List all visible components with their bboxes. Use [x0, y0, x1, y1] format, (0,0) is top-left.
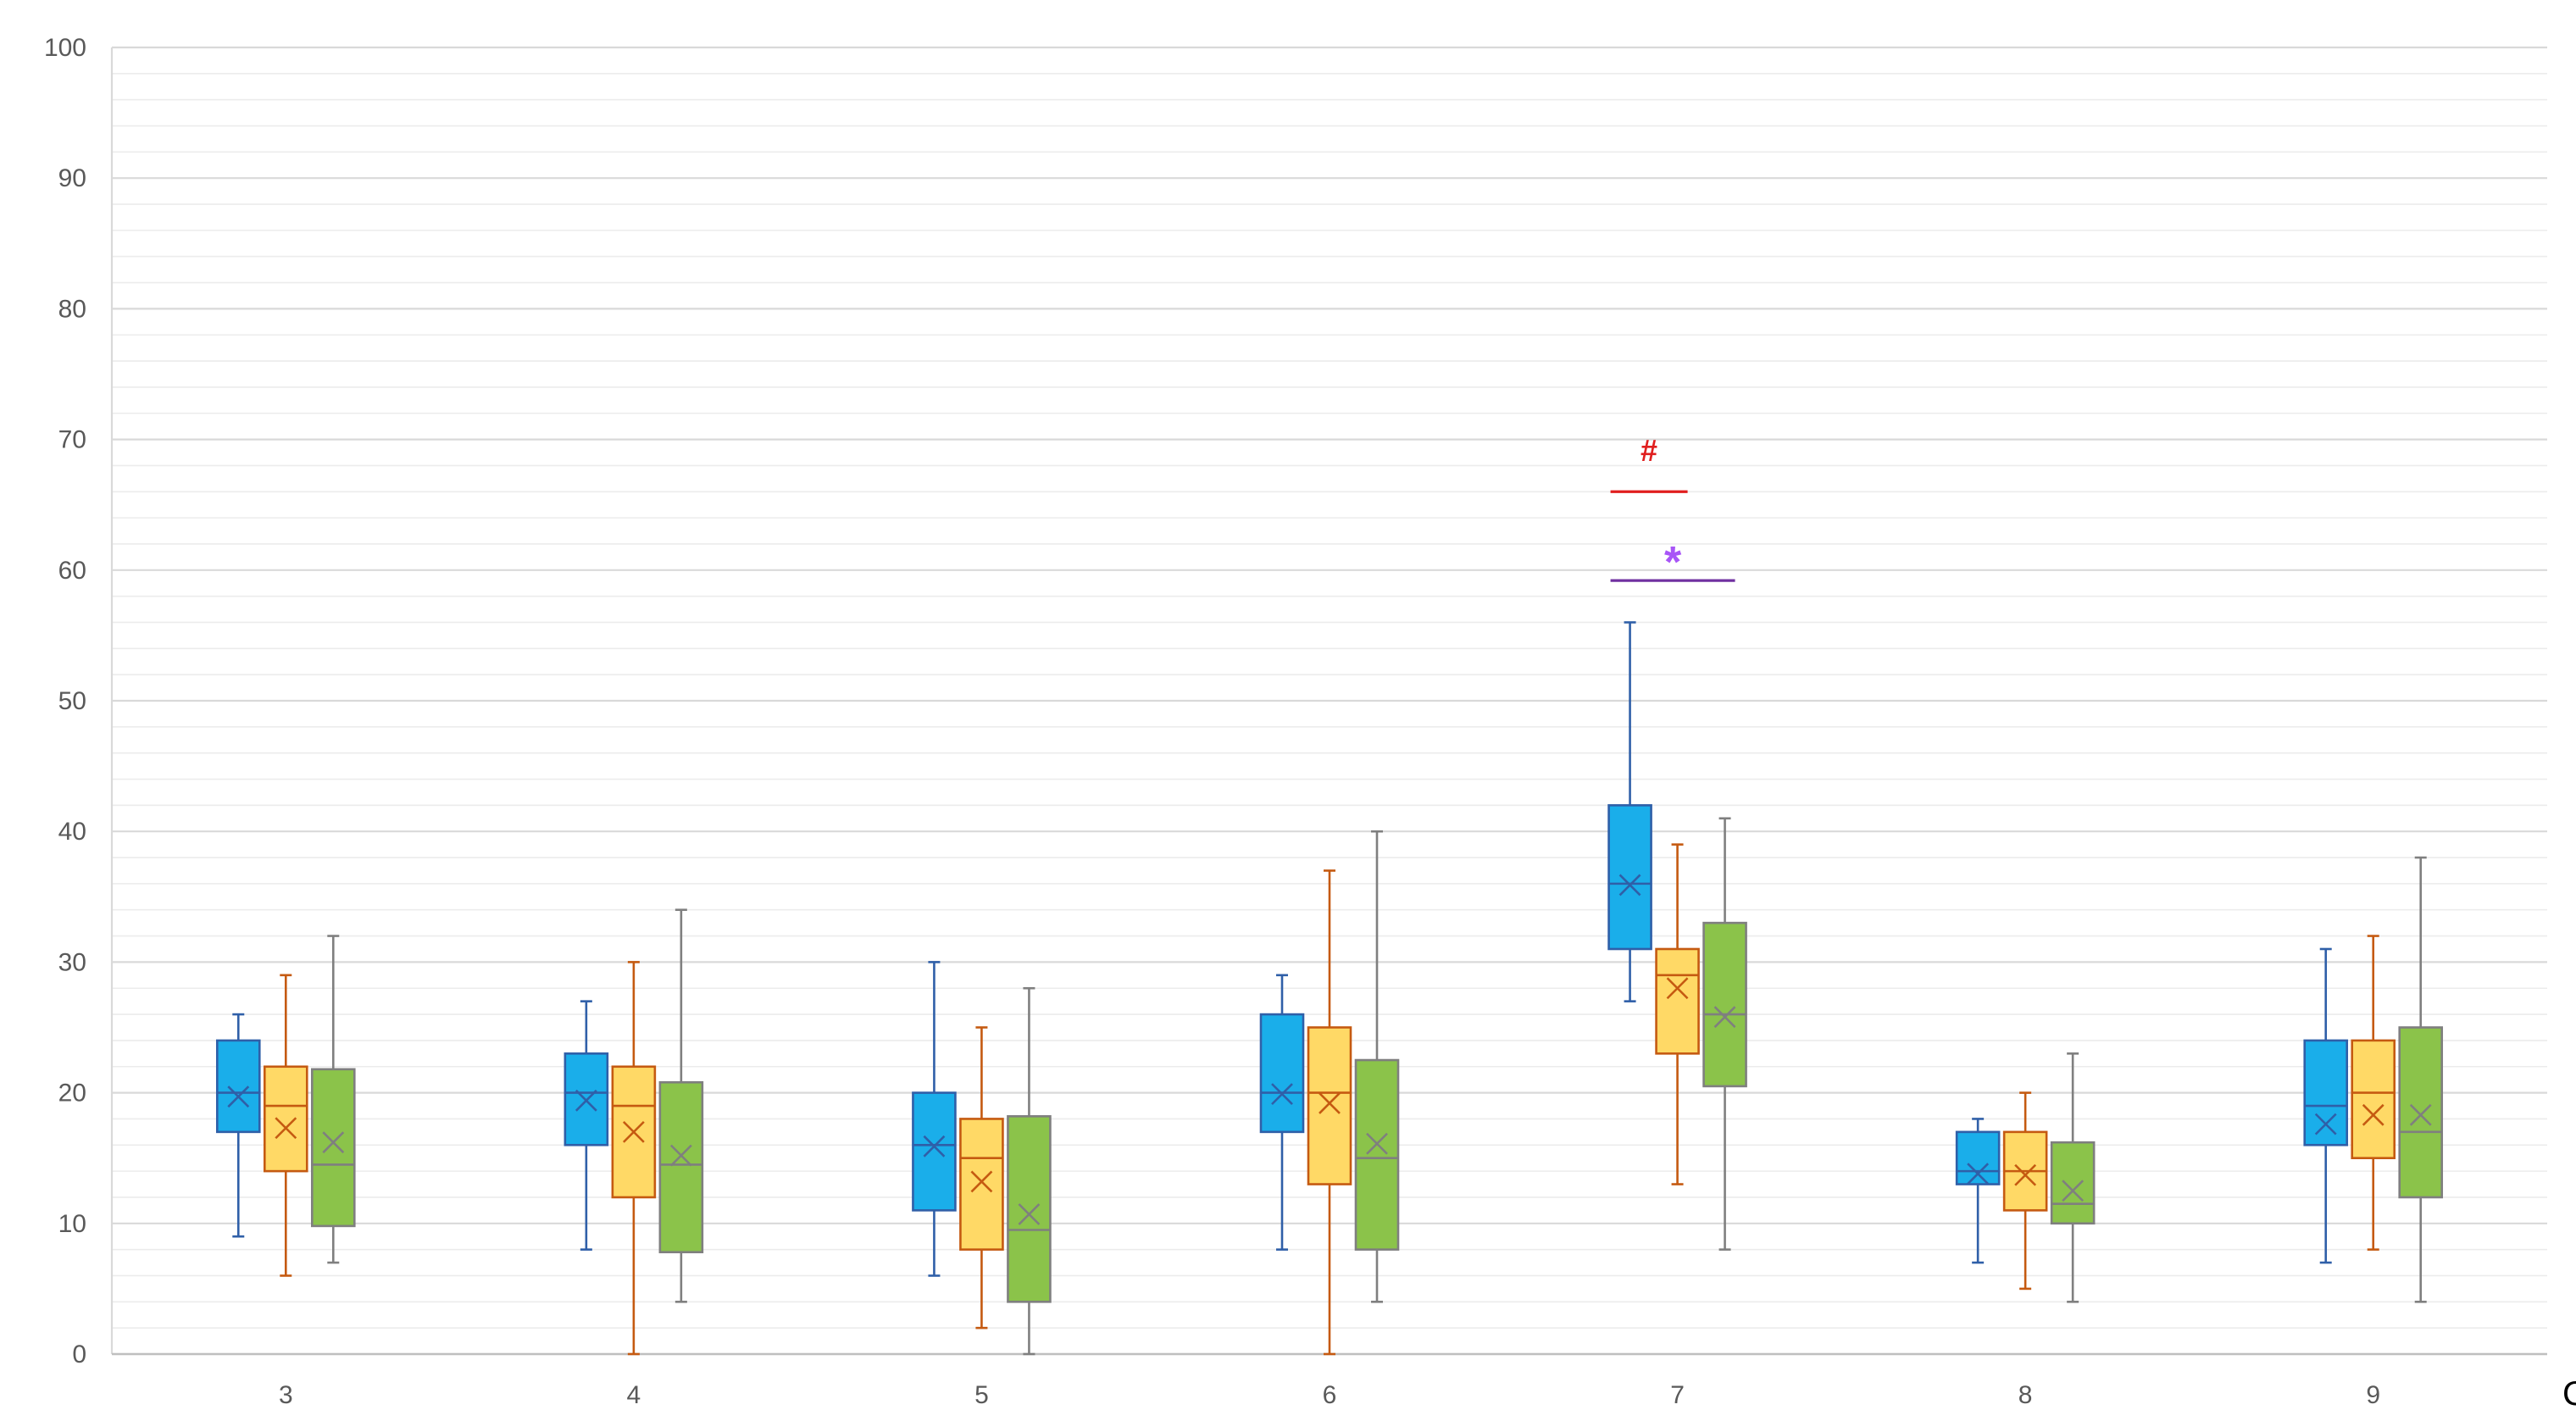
- y-tick-label: 80: [58, 295, 86, 323]
- box-plot: [1607, 621, 1652, 1002]
- mean-marker: [2014, 1163, 2037, 1186]
- mean-marker: [275, 1117, 297, 1140]
- box-plot: [912, 961, 957, 1277]
- series-1: [215, 621, 2349, 1277]
- mean-marker: [1618, 874, 1641, 897]
- mean-marker: [669, 1144, 692, 1167]
- box-iqr: [1354, 1058, 1400, 1251]
- y-tick-label: 60: [58, 557, 86, 585]
- box-plot: [215, 1013, 261, 1238]
- x-axis-title: CpG-: [2562, 1375, 2576, 1406]
- box-iqr: [2398, 1026, 2444, 1199]
- y-tick-label: 70: [58, 426, 86, 454]
- box-plot: [1702, 817, 1747, 1251]
- box-plot: [658, 908, 704, 1303]
- box-plot: [1007, 986, 1052, 1356]
- box-iqr: [1607, 804, 1652, 951]
- box-iqr: [1955, 1130, 2001, 1185]
- x-tick-label: 5: [974, 1381, 989, 1406]
- mean-marker: [322, 1131, 345, 1154]
- y-tick-label: 100: [44, 34, 86, 62]
- y-tick-label: 10: [58, 1210, 86, 1238]
- box-iqr: [959, 1118, 1004, 1251]
- x-tick-label: 9: [2366, 1381, 2380, 1406]
- box-iqr: [2050, 1141, 2096, 1225]
- x-tick-label: 7: [1670, 1381, 1685, 1406]
- box-plot: [1655, 843, 1700, 1185]
- box-iqr: [1702, 921, 1747, 1088]
- y-tick-label: 50: [58, 687, 86, 715]
- box-plot: [310, 935, 356, 1264]
- significance-annotation: #: [1610, 433, 1688, 493]
- y-tick-label: 40: [58, 818, 86, 846]
- mean-marker: [1666, 977, 1689, 1000]
- box-plot: [1259, 974, 1305, 1251]
- box-iqr: [2351, 1039, 2396, 1160]
- box-plot: [1307, 869, 1352, 1356]
- mean-marker: [1967, 1163, 1990, 1185]
- box-iqr: [912, 1091, 957, 1212]
- x-tick-label: 3: [279, 1381, 293, 1406]
- mean-marker: [227, 1085, 250, 1108]
- mean-marker: [970, 1170, 993, 1193]
- box-iqr: [215, 1039, 261, 1134]
- box-iqr: [1307, 1026, 1352, 1185]
- x-tick-label: 6: [1323, 1381, 1337, 1406]
- box-iqr: [658, 1080, 704, 1254]
- x-tick-label: 4: [627, 1381, 641, 1406]
- mean-marker: [1713, 1006, 1736, 1029]
- box-plot: [2398, 856, 2444, 1303]
- mean-marker: [923, 1135, 946, 1157]
- box-plot: [1955, 1118, 2001, 1264]
- mean-marker: [2362, 1103, 2384, 1126]
- mean-marker: [1271, 1083, 1293, 1106]
- x-tick-label: 8: [2018, 1381, 2033, 1406]
- y-tick-label: 0: [72, 1341, 86, 1368]
- mean-marker: [2409, 1103, 2432, 1126]
- box-plot: [2002, 1091, 2048, 1291]
- y-tick-labels: 0 10 20 30 40 50 60 70 80 90 100: [44, 34, 86, 1368]
- mean-marker: [2314, 1113, 2337, 1135]
- mean-marker: [2062, 1180, 2085, 1202]
- y-tick-label: 20: [58, 1080, 86, 1107]
- box-iqr: [263, 1065, 308, 1173]
- y-tick-label: 90: [58, 164, 86, 192]
- significance-label: #: [1641, 433, 1657, 468]
- mean-marker: [1319, 1092, 1341, 1114]
- mean-marker: [1018, 1203, 1041, 1225]
- box-plot: [564, 1000, 609, 1251]
- significance-label: *: [1664, 538, 1682, 587]
- series-3: [310, 817, 2444, 1356]
- y-tick-label: 30: [58, 948, 86, 976]
- box-iqr: [2303, 1039, 2349, 1146]
- box-plot: [959, 1026, 1004, 1330]
- box-plot: [263, 974, 308, 1277]
- box-plot: [2303, 947, 2349, 1264]
- mean-marker: [1366, 1132, 1388, 1155]
- box-plot: [1354, 830, 1400, 1303]
- box-plot: [611, 961, 657, 1356]
- box-plot: [2351, 935, 2396, 1251]
- box-iqr: [1655, 947, 1700, 1055]
- box-plot: [2050, 1052, 2096, 1303]
- significance-annotation: *: [1610, 538, 1735, 587]
- box-iqr: [1259, 1013, 1305, 1134]
- box-iqr: [1007, 1115, 1052, 1303]
- series-2: [263, 843, 2396, 1356]
- box-iqr: [310, 1068, 356, 1228]
- mean-marker: [622, 1120, 645, 1143]
- x-tick-labels: 3 4 5 6 7 8 9: [279, 1381, 2380, 1409]
- mean-marker: [575, 1089, 597, 1112]
